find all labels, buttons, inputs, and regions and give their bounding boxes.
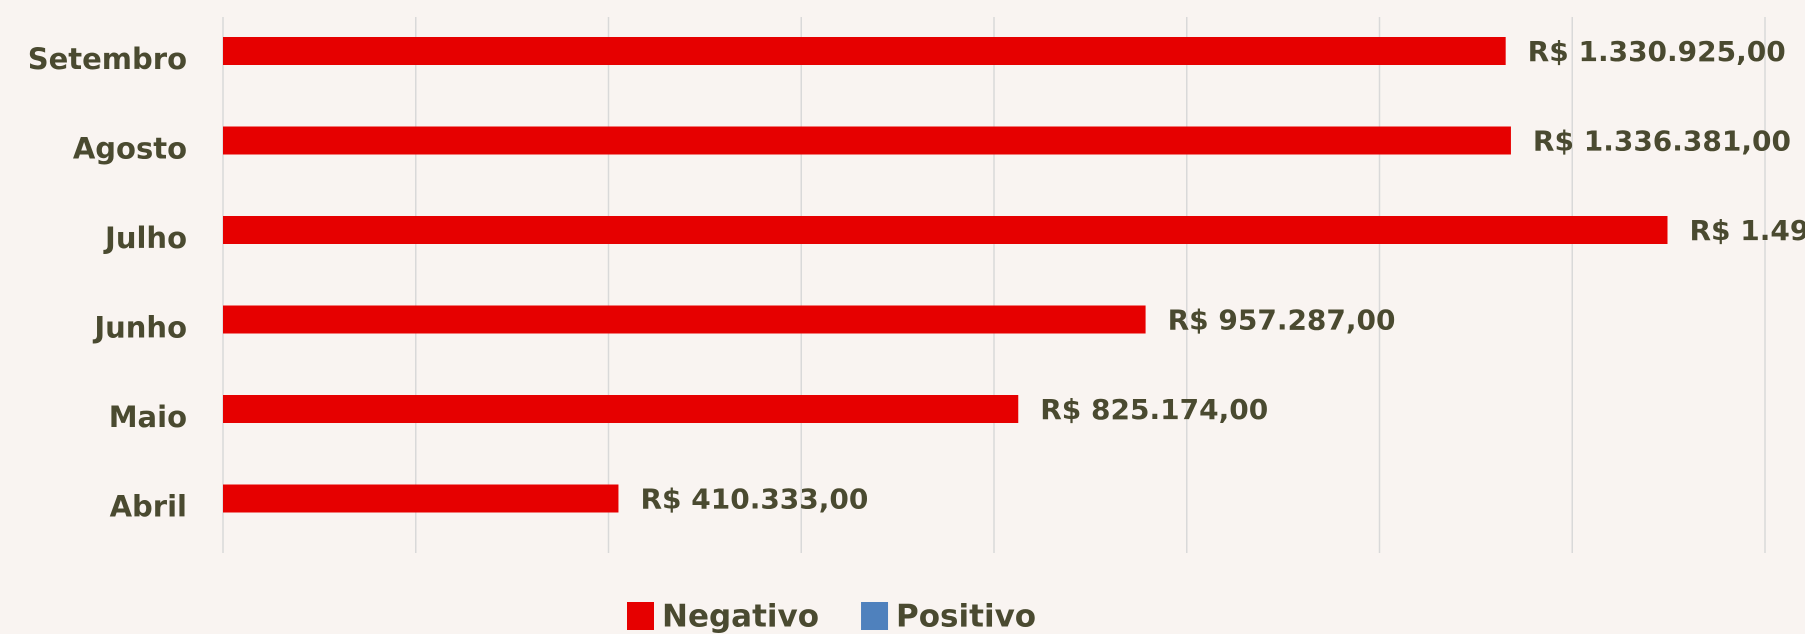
y-tick-label: Junho [92,311,187,345]
bar [223,216,1668,244]
legend-label: Negativo [662,599,819,634]
data-label: R$ 1.498.832,00 [1689,214,1805,247]
data-label: R$ 410.333,00 [640,483,868,516]
y-tick-label: Maio [109,400,187,434]
bar [223,484,619,513]
bar [223,37,1506,65]
data-label: R$ 825.174,00 [1040,393,1268,426]
legend-swatch [627,602,654,630]
data-label: R$ 1.336.381,00 [1533,125,1791,158]
bar [223,126,1511,155]
y-tick-label: Agosto [73,132,187,166]
legend-label: Positivo [896,599,1036,634]
y-tick-label: Abril [110,490,187,524]
legend-swatch [861,602,889,630]
bar [223,305,1146,334]
bar [223,395,1019,423]
y-tick-label: Julho [103,221,187,255]
data-label: R$ 1.330.925,00 [1528,35,1786,68]
data-label: R$ 957.287,00 [1168,304,1396,337]
y-tick-label: Setembro [28,42,187,76]
